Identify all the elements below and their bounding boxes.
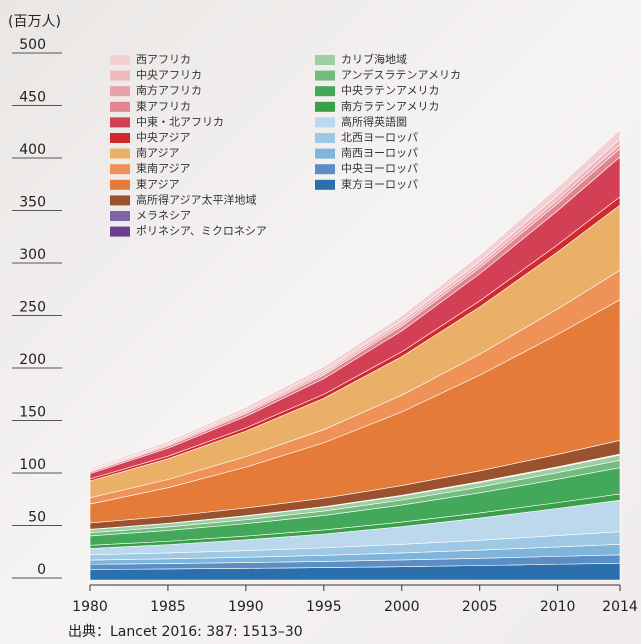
legend-swatch — [110, 70, 130, 81]
legend-swatch — [110, 211, 130, 221]
legend-swatch — [110, 179, 130, 190]
legend-label: メラネシア — [136, 209, 191, 222]
legend-swatch — [110, 226, 130, 237]
x-tick-label: 1980 — [72, 599, 108, 615]
legend-swatch — [315, 117, 335, 128]
y-tick-label: 450 — [19, 90, 46, 106]
y-tick-label: 0 — [37, 562, 46, 578]
legend-swatch — [315, 164, 335, 175]
source: 出典：Lancet 2016: 387: 1513–30 — [68, 624, 303, 640]
legend-label: 東アジア — [136, 178, 180, 191]
legend-label: 高所得英語圏 — [341, 114, 407, 128]
legend-swatch — [110, 148, 130, 159]
x-tick-label: 2010 — [540, 599, 576, 615]
legend-label: 東アフリカ — [136, 100, 191, 113]
legend-label: 東方ヨーロッパ — [341, 177, 418, 191]
legend-swatch — [110, 195, 130, 206]
y-tick-label: 300 — [19, 247, 46, 263]
x-tick-label: 2014 — [602, 599, 638, 615]
y-tick-label: 500 — [19, 37, 46, 53]
y-tick-label: 400 — [19, 142, 46, 158]
legend-swatch — [110, 86, 130, 97]
legend-swatch — [110, 117, 130, 128]
x-tick-label: 1985 — [150, 599, 186, 615]
y-tick-label: 50 — [28, 510, 46, 526]
legend-label: 高所得アジア太平洋地域 — [136, 192, 257, 206]
legend-label: 中央ラテンアメリカ — [341, 84, 439, 97]
legend-swatch — [315, 148, 335, 159]
y-unit: (百万人) — [8, 14, 61, 30]
legend-label: 北西ヨーロッパ — [341, 131, 418, 144]
x-tick-label: 1995 — [306, 599, 342, 615]
x-tick-label: 2000 — [384, 599, 420, 615]
legend-swatch — [110, 101, 130, 112]
legend-label: 中東・北アフリカ — [136, 115, 224, 128]
legend-swatch — [315, 101, 335, 112]
legend-label: 南方アフリカ — [136, 83, 202, 97]
legend-swatch — [315, 55, 335, 65]
legend-label: カリブ海地域 — [341, 52, 407, 66]
legend-swatch — [315, 133, 335, 143]
legend-swatch — [315, 70, 335, 81]
y-tick-label: 350 — [19, 195, 46, 211]
y-tick-label: 150 — [19, 405, 46, 421]
y-tick-label: 100 — [19, 457, 46, 473]
legend-swatch — [315, 179, 335, 190]
legend-label: 中央アジア — [136, 131, 191, 144]
legend-swatch — [110, 133, 130, 143]
x-tick-label: 1990 — [228, 599, 264, 615]
x-tick-label: 2005 — [462, 599, 498, 615]
legend-swatch — [315, 86, 335, 97]
legend-label: 東南アジア — [136, 162, 191, 175]
area — [89, 128, 621, 471]
legend-label: 南西ヨーロッパ — [341, 147, 418, 160]
legend-label: アンデスラテンアメリカ — [341, 68, 461, 82]
y-tick-label: 200 — [19, 352, 46, 368]
legend-label: 西アフリカ — [136, 53, 191, 66]
y-tick-label: 250 — [19, 300, 46, 316]
legend-label: ポリネシア、ミクロネシア — [136, 225, 267, 238]
legend-swatch — [110, 164, 130, 175]
legend-label: 中央アフリカ — [136, 69, 202, 82]
legend-label: 中央ヨーロッパ — [341, 162, 418, 175]
legend-label: 南アジア — [136, 147, 180, 160]
legend-label: 南方ラテンアメリカ — [341, 99, 439, 113]
legend-swatch — [110, 55, 130, 65]
